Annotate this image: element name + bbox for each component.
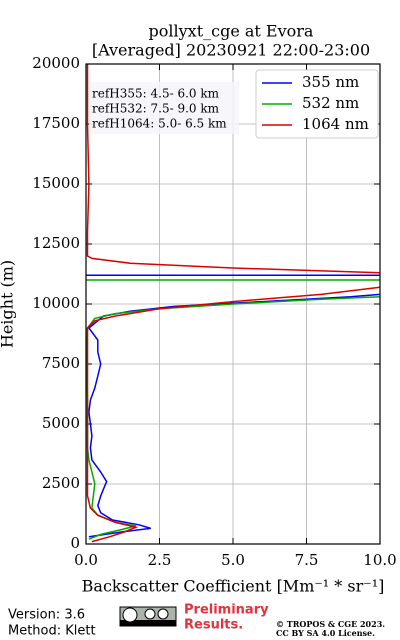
method: Method: Klett <box>8 624 96 639</box>
cc-logo <box>119 606 177 627</box>
x-tick-label: 2.5 <box>148 551 172 569</box>
annotation-box <box>89 82 239 134</box>
copyright: CC BY SA 4.0 License. <box>276 628 375 638</box>
y-tick-label: 10000 <box>32 294 80 312</box>
profile-line <box>86 64 380 543</box>
plot-frame <box>85 63 381 545</box>
plot-lines <box>86 64 380 543</box>
legend: 355 nm 532 nm 1064 nm <box>255 69 379 139</box>
profile-line <box>86 274 380 538</box>
x-tick-label: 0.0 <box>74 551 98 569</box>
y-tick-label: 12500 <box>32 234 80 252</box>
preliminary: Results. <box>184 618 243 633</box>
y-axis-label: Height (m) <box>0 260 17 348</box>
copyright: © TROPOS & CGE 2023. <box>276 619 385 629</box>
y-tick-label: 5000 <box>42 414 80 432</box>
y-tick-label: 15000 <box>32 174 80 192</box>
chart-title: [Averaged] 20230921 22:00-23:00 <box>92 41 370 60</box>
version: Version: 3.6 <box>8 608 85 623</box>
legend-box <box>255 69 379 139</box>
annotation: refH1064: 5.0- 6.5 km <box>92 117 227 131</box>
legend-label: 355 nm <box>302 73 359 91</box>
y-tick-label: 0 <box>70 534 80 552</box>
x-tick-label: 10.0 <box>363 551 396 569</box>
y-tick-label: 2500 <box>42 474 80 492</box>
y-tick-label: 7500 <box>42 354 80 372</box>
chart-title: pollyxt_cge at Evora <box>149 22 314 41</box>
x-axis-label: Backscatter Coefficient [Mm⁻¹ * sr⁻¹] <box>82 577 385 596</box>
y-tick-label: 17500 <box>32 114 80 132</box>
preliminary: Preliminary <box>184 603 269 618</box>
annotation: refH532: 7.5- 9.0 km <box>92 102 220 116</box>
legend-label: 1064 nm <box>302 115 369 133</box>
annotation: refH355: 4.5- 6.0 km <box>92 87 220 101</box>
profile-line <box>86 279 380 540</box>
x-tick-label: 5.0 <box>221 551 245 569</box>
x-tick-label: 7.5 <box>295 551 319 569</box>
y-tick-label: 20000 <box>32 54 80 72</box>
legend-label: 532 nm <box>302 94 359 112</box>
